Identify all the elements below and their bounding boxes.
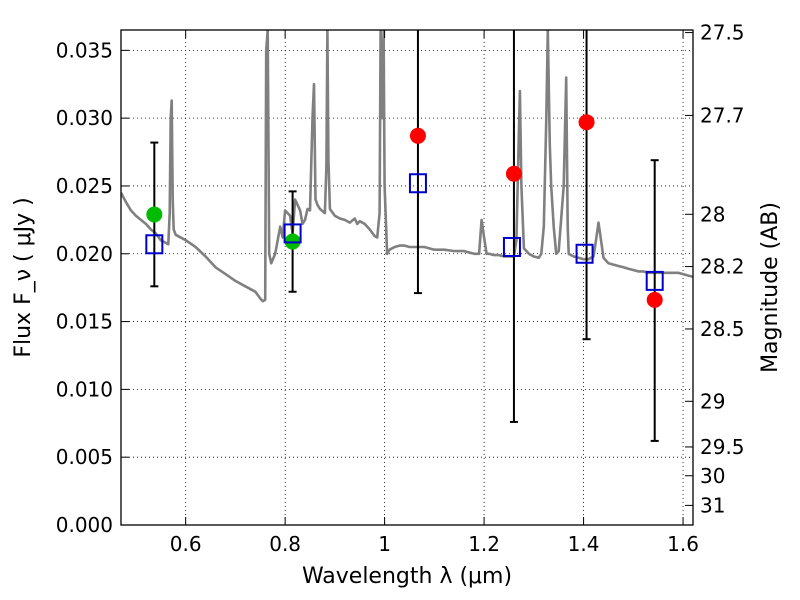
observed-point-1-2	[578, 114, 595, 131]
y-tick-label-1: 0.005	[56, 445, 113, 469]
x-tick-label-4: 1.4	[568, 532, 600, 556]
y-axis-label: Flux F_ν ( μJy )	[11, 197, 36, 357]
model-spectrum-line	[121, 30, 693, 303]
mag-tick-label-2: 28	[700, 202, 725, 226]
y-tick-label-5: 0.025	[56, 174, 113, 198]
y-tick-label-3: 0.015	[56, 310, 113, 334]
x-tick-label-0: 0.6	[170, 532, 202, 556]
x-tick-label-5: 1.6	[667, 532, 699, 556]
y-tick-label-2: 0.010	[56, 377, 113, 401]
x-tick-label-2: 1	[378, 532, 391, 556]
mag-tick-label-7: 30	[700, 464, 725, 488]
observed-point-0-0	[146, 206, 163, 223]
observed-point-1-1	[505, 165, 522, 182]
model-photometry-point-2	[408, 173, 427, 194]
model-photometry-point-5	[645, 270, 664, 291]
model-photometry-point-1	[283, 223, 302, 244]
y-tick-label-0: 0.000	[56, 513, 113, 537]
mag-tick-label-0: 27.5	[700, 21, 745, 45]
x-axis-label: Wavelength λ (μm)	[302, 564, 512, 589]
mag-tick-label-3: 28.2	[700, 255, 745, 279]
model-photometry-point-3	[502, 236, 521, 257]
y-tick-label-4: 0.020	[56, 242, 113, 266]
mag-tick-label-8: 31	[700, 493, 725, 517]
plot-frame	[120, 29, 694, 526]
model-photometry-point-0	[145, 234, 164, 255]
model-photometry-point-4	[575, 243, 594, 264]
mag-tick-label-1: 27.7	[700, 103, 745, 127]
x-tick-label-1: 0.8	[269, 532, 301, 556]
observed-point-1-3	[646, 291, 663, 308]
y-tick-label-7: 0.035	[56, 38, 113, 62]
mag-tick-label-4: 28.5	[700, 317, 745, 341]
observed-point-1-0	[409, 127, 426, 144]
x-tick-label-3: 1.2	[468, 532, 500, 556]
mag-tick-label-6: 29.5	[700, 435, 745, 459]
plot-area	[121, 30, 693, 442]
mag-tick-label-5: 29	[700, 389, 725, 413]
magnitude-axis-label: Magnitude (AB)	[758, 202, 783, 373]
y-tick-label-6: 0.030	[56, 106, 113, 130]
